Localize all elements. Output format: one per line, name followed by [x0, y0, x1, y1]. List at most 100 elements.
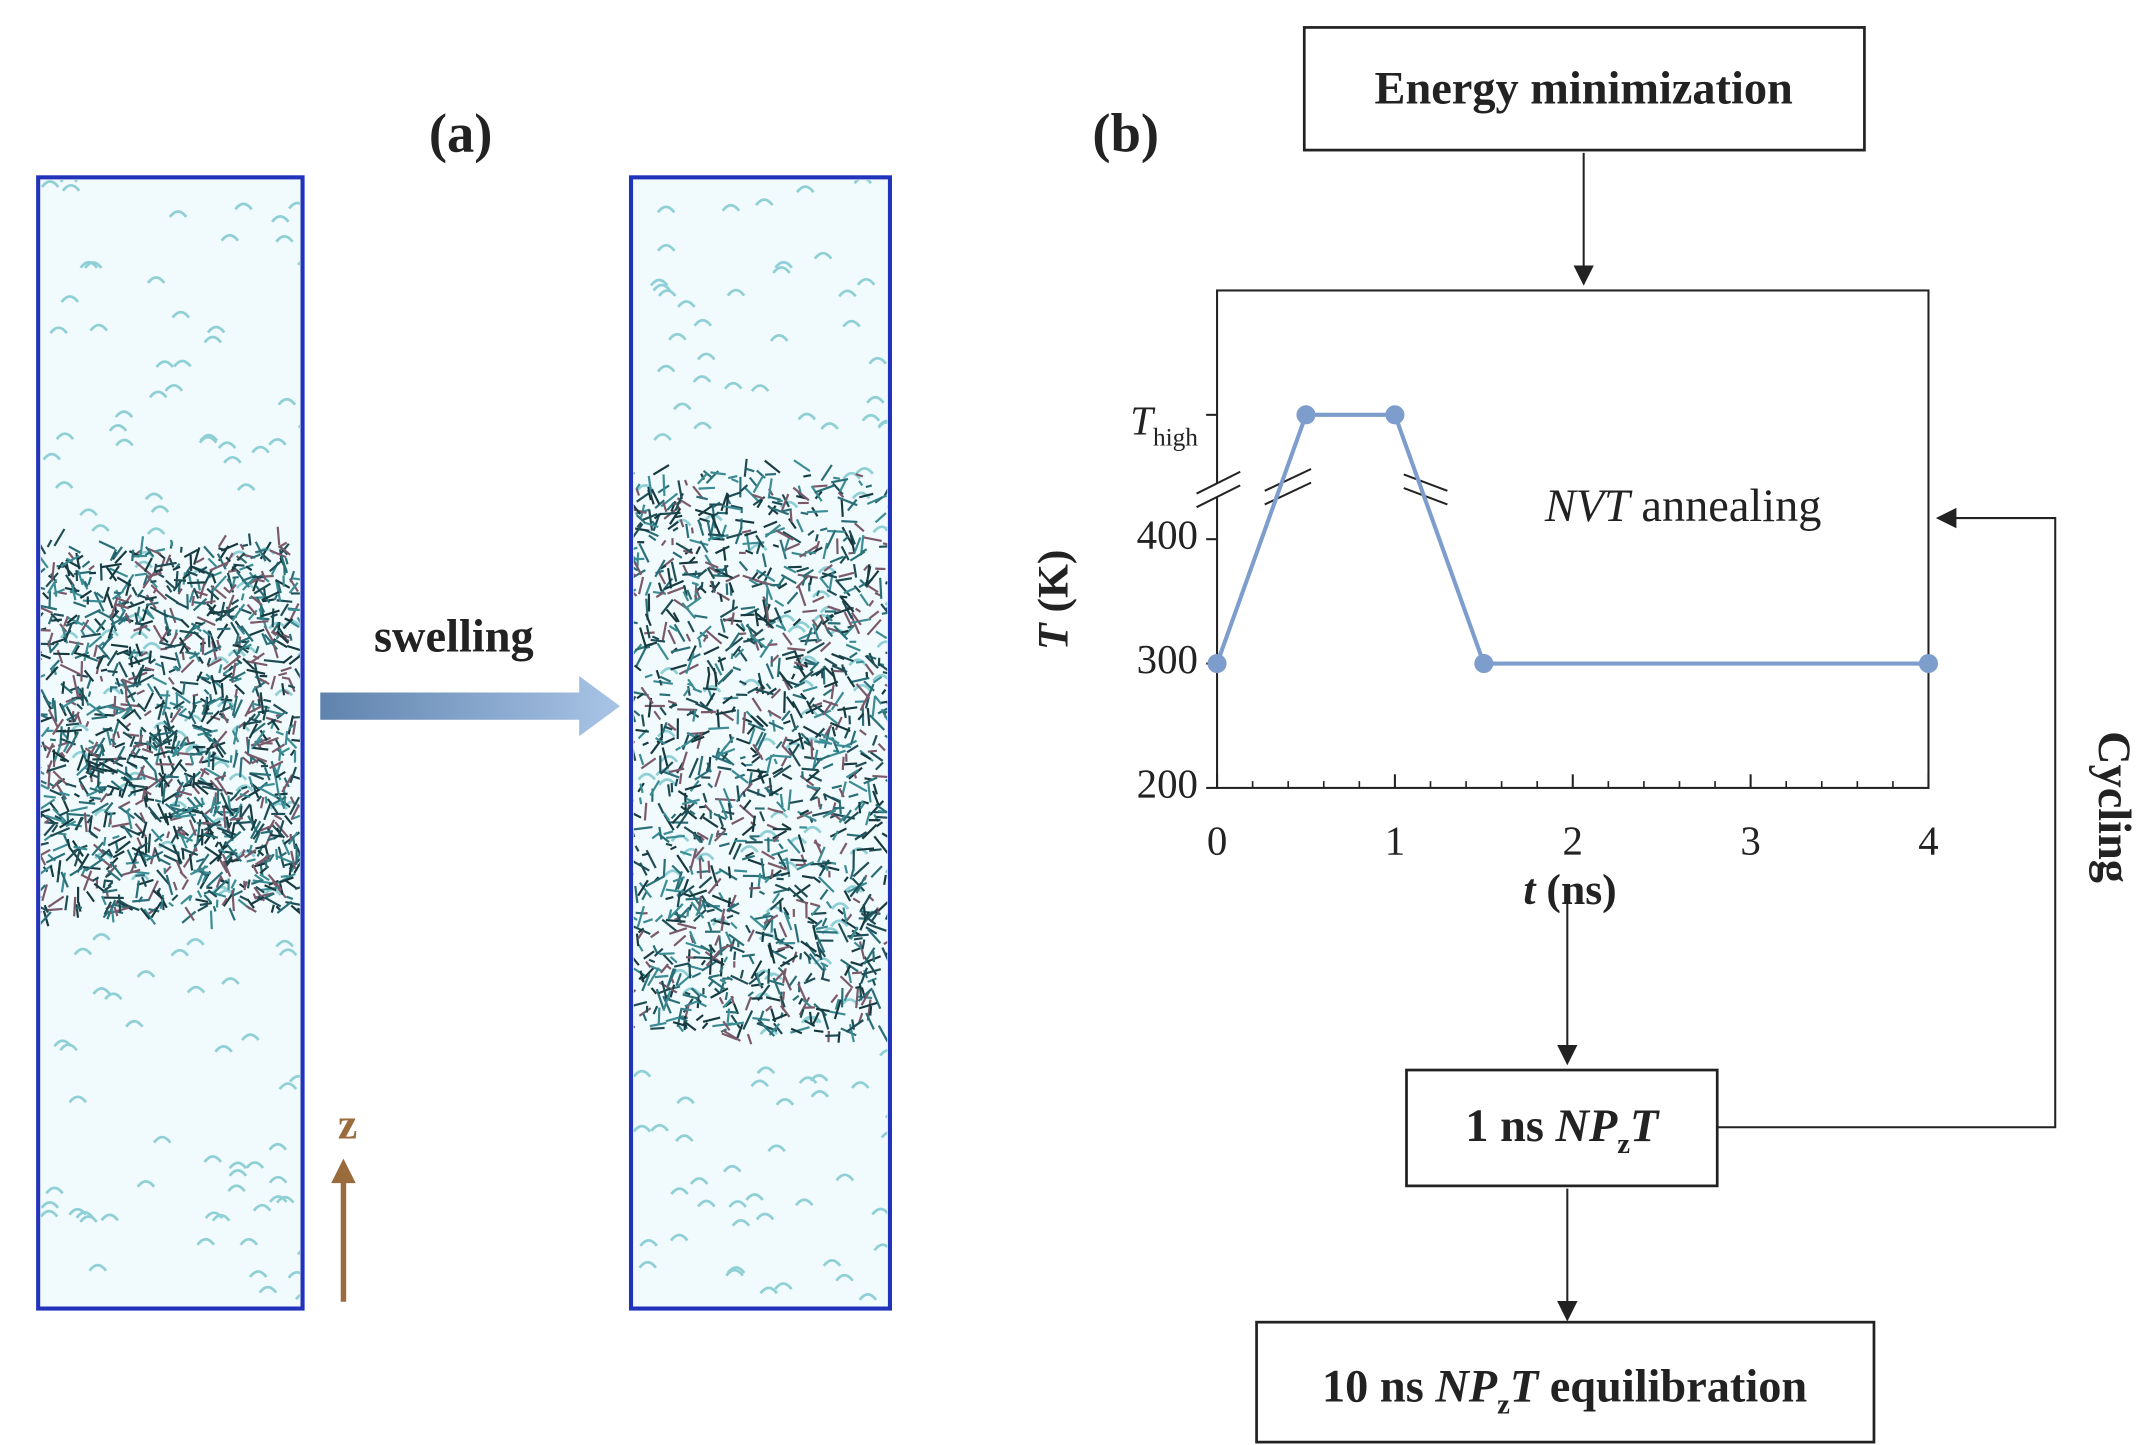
loop-label: Cycling [2088, 731, 2137, 883]
polymer [132, 550, 133, 561]
polymer [811, 740, 812, 760]
polymer [149, 651, 150, 663]
polymer [83, 601, 104, 602]
polymer [825, 1035, 838, 1036]
x-tick-label: 0 [1207, 819, 1227, 864]
polymer [765, 474, 776, 475]
polymer [822, 668, 823, 678]
polymer [660, 694, 671, 695]
polymer [210, 694, 211, 701]
text-part: NP [1555, 1101, 1618, 1152]
text-part: annealing [1630, 481, 1822, 532]
polymer [739, 633, 746, 634]
polymer [53, 698, 54, 709]
figure: (a) swelling z (b) Energy minimization 1… [0, 0, 2137, 1445]
swelling-arrow [320, 676, 620, 736]
polymer [72, 698, 83, 699]
polymer [240, 757, 242, 777]
polymer [852, 973, 862, 974]
polymer [764, 840, 779, 841]
arrow-label: swelling [374, 611, 534, 662]
polymer [63, 681, 64, 693]
polymer [281, 876, 288, 877]
polymer [190, 754, 203, 755]
text-part: 1 ns [1465, 1101, 1555, 1152]
polymer [856, 662, 864, 663]
polymer [286, 558, 288, 564]
y-tick-label: Thigh [1130, 399, 1198, 451]
polymer [48, 770, 49, 789]
polymer [222, 683, 223, 698]
data-point [1208, 654, 1227, 673]
polymer [768, 969, 769, 984]
polymer [880, 578, 881, 599]
polymer [766, 589, 767, 607]
polymer [166, 777, 179, 778]
polymer [230, 818, 243, 820]
panel-label: (a) [429, 103, 493, 164]
polymer [265, 860, 266, 868]
polymer [51, 620, 62, 621]
polymer [699, 488, 715, 489]
polymer [275, 794, 288, 795]
text-part: z [1617, 1128, 1630, 1160]
polymer [183, 652, 184, 660]
axis-label: z [338, 1101, 357, 1149]
polymer [279, 749, 280, 761]
polymer [76, 908, 82, 909]
polymer [677, 709, 697, 710]
polymer [870, 1006, 871, 1015]
polymer [868, 708, 870, 726]
polymer [694, 957, 712, 958]
polymer [802, 610, 817, 611]
polymer [855, 987, 861, 988]
polymer [805, 552, 816, 553]
polymer [147, 799, 155, 800]
polymer [711, 945, 712, 965]
polymer [273, 608, 274, 627]
polymer [780, 900, 781, 912]
polymer [687, 909, 688, 917]
polymer [224, 807, 225, 828]
polymer [645, 803, 646, 821]
polymer [89, 691, 90, 696]
polymer [818, 798, 819, 808]
polymer [749, 888, 760, 889]
polymer [215, 805, 217, 813]
text-part: z [1497, 1388, 1510, 1420]
polymer [664, 859, 665, 876]
z-arrow-head [331, 1159, 356, 1184]
polymer [232, 890, 234, 911]
polymer [244, 722, 245, 729]
polymer [191, 555, 192, 571]
polymer [47, 909, 62, 910]
polymer [135, 875, 144, 876]
y-tick-label: 200 [1137, 761, 1198, 806]
text-part: T [1030, 621, 1078, 650]
polymer [81, 661, 82, 681]
polymer [151, 581, 157, 582]
polymer [827, 531, 845, 532]
polymer [231, 755, 232, 763]
polymer [209, 630, 210, 647]
polymer [278, 527, 280, 546]
polymer [171, 540, 172, 546]
polymer [843, 757, 844, 770]
text-part: (K) [1030, 550, 1078, 624]
polymer [114, 696, 115, 716]
polymer [682, 573, 702, 574]
polymer [841, 521, 857, 522]
polymer [718, 710, 719, 729]
polymer [637, 934, 638, 946]
polymer [708, 728, 729, 729]
polymer [183, 683, 185, 695]
polymer [813, 486, 827, 487]
text-part: NVT [1544, 481, 1633, 532]
data-point [1919, 654, 1938, 673]
polymer [33, 630, 51, 631]
polymer [187, 582, 204, 583]
polymer [171, 713, 172, 718]
data-point [1296, 405, 1315, 424]
polymer [708, 534, 724, 535]
polymer [810, 577, 811, 585]
